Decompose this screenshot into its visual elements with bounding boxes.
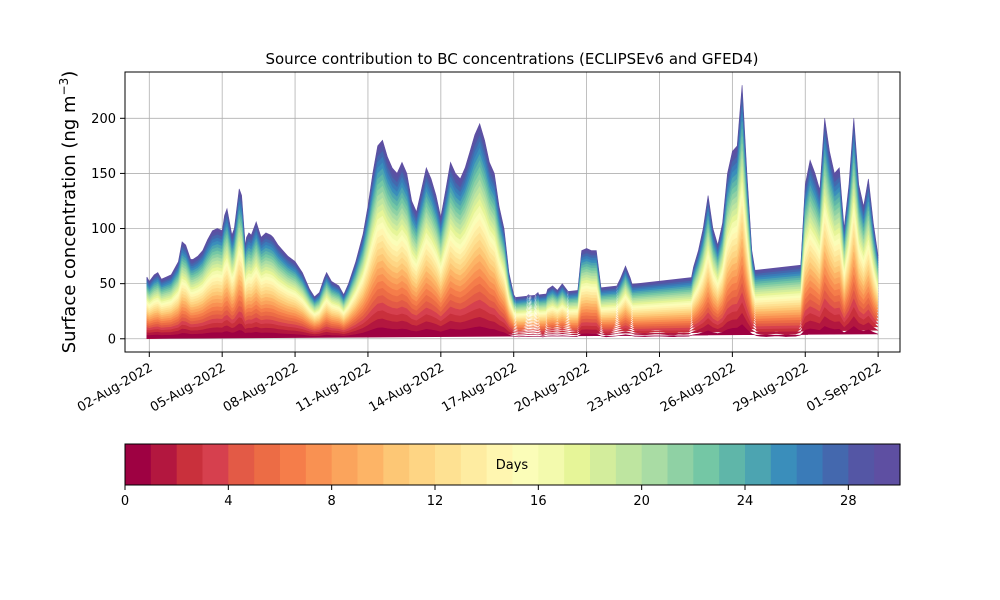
colorbar-swatch (305, 444, 333, 485)
colorbar-swatch (125, 444, 152, 485)
y-tick-label: 0 (108, 332, 116, 347)
colorbar-swatch (460, 444, 488, 485)
area-layer-day-1 (146, 312, 879, 339)
colorbar-swatch (228, 444, 255, 485)
colorbar-swatch (538, 444, 565, 485)
colorbar-swatch (486, 444, 514, 485)
x-tick-label: 29-Aug-2022 (731, 360, 811, 415)
y-tick-label: 150 (91, 167, 116, 182)
area-layer-day-2 (146, 302, 879, 339)
colorbar-swatch (641, 444, 669, 485)
colorbar-swatch (745, 444, 772, 485)
x-tick-label: 17-Aug-2022 (439, 360, 519, 415)
area-layer-day-3 (146, 292, 879, 339)
colorbar-swatch (719, 444, 746, 485)
colorbar-ticks: 0 4 8 12 16 20 24 28 (121, 485, 857, 509)
y-tick-label: 50 (99, 277, 116, 292)
y-tick-label: 200 (91, 112, 116, 127)
colorbar-swatch (848, 444, 875, 485)
colorbar-tick-label: 28 (840, 494, 857, 509)
y-axis-label-main: Surface concentration (ng m (59, 95, 80, 353)
colorbar-tick-label: 8 (328, 494, 336, 509)
colorbar (125, 444, 901, 485)
x-tick-label: 08-Aug-2022 (221, 360, 301, 415)
colorbar-tick-label: 24 (737, 494, 754, 509)
y-axis: 0 50 100 150 200 (91, 112, 125, 347)
chart-title: Source contribution to BC concentrations… (265, 50, 758, 68)
colorbar-tick-label: 12 (427, 494, 444, 509)
colorbar-swatch (512, 444, 539, 485)
colorbar-tick-label: 16 (530, 494, 547, 509)
colorbar-swatch (590, 444, 617, 485)
y-tick-label: 100 (91, 222, 116, 237)
x-tick-label: 20-Aug-2022 (512, 360, 592, 415)
colorbar-swatch (383, 444, 410, 485)
colorbar-swatch (770, 444, 798, 485)
y-axis-label: Surface concentration (ng m−3) (57, 71, 80, 354)
colorbar-swatch (435, 444, 462, 485)
colorbar-swatch (796, 444, 824, 485)
colorbar-swatch (150, 444, 178, 485)
colorbar-tick-label: 0 (121, 494, 129, 509)
x-tick-label: 23-Aug-2022 (585, 360, 665, 415)
area-layer-day-0 (146, 324, 879, 339)
colorbar-swatch (254, 444, 281, 485)
colorbar-swatch (202, 444, 229, 485)
colorbar-swatch (667, 444, 694, 485)
colorbar-swatch (615, 444, 643, 485)
x-axis: 02-Aug-202205-Aug-202208-Aug-202211-Aug-… (75, 352, 884, 416)
colorbar-swatch (280, 444, 307, 485)
x-tick-label: 11-Aug-2022 (294, 360, 374, 415)
y-axis-label-close: ) (59, 71, 80, 78)
colorbar-swatch (176, 444, 204, 485)
x-tick-label: 02-Aug-2022 (75, 360, 155, 415)
x-tick-label: 26-Aug-2022 (658, 360, 738, 415)
y-axis-label-sup: −3 (57, 78, 71, 96)
x-tick-label: 01-Sep-2022 (804, 360, 884, 415)
colorbar-swatch (822, 444, 849, 485)
colorbar-label: Days (496, 458, 529, 473)
colorbar-swatch (874, 444, 901, 485)
colorbar-swatch (409, 444, 436, 485)
colorbar-swatch (564, 444, 591, 485)
stacked-area-layers (146, 85, 879, 339)
x-tick-label: 14-Aug-2022 (366, 360, 446, 415)
colorbar-swatch (693, 444, 720, 485)
plot-frame (124, 71, 901, 353)
colorbar-frame (124, 443, 901, 486)
colorbar-tick-label: 4 (224, 494, 232, 509)
x-tick-label: 05-Aug-2022 (148, 360, 228, 415)
colorbar-swatch (357, 444, 384, 485)
colorbar-tick-label: 20 (633, 494, 650, 509)
colorbar-swatch (331, 444, 359, 485)
